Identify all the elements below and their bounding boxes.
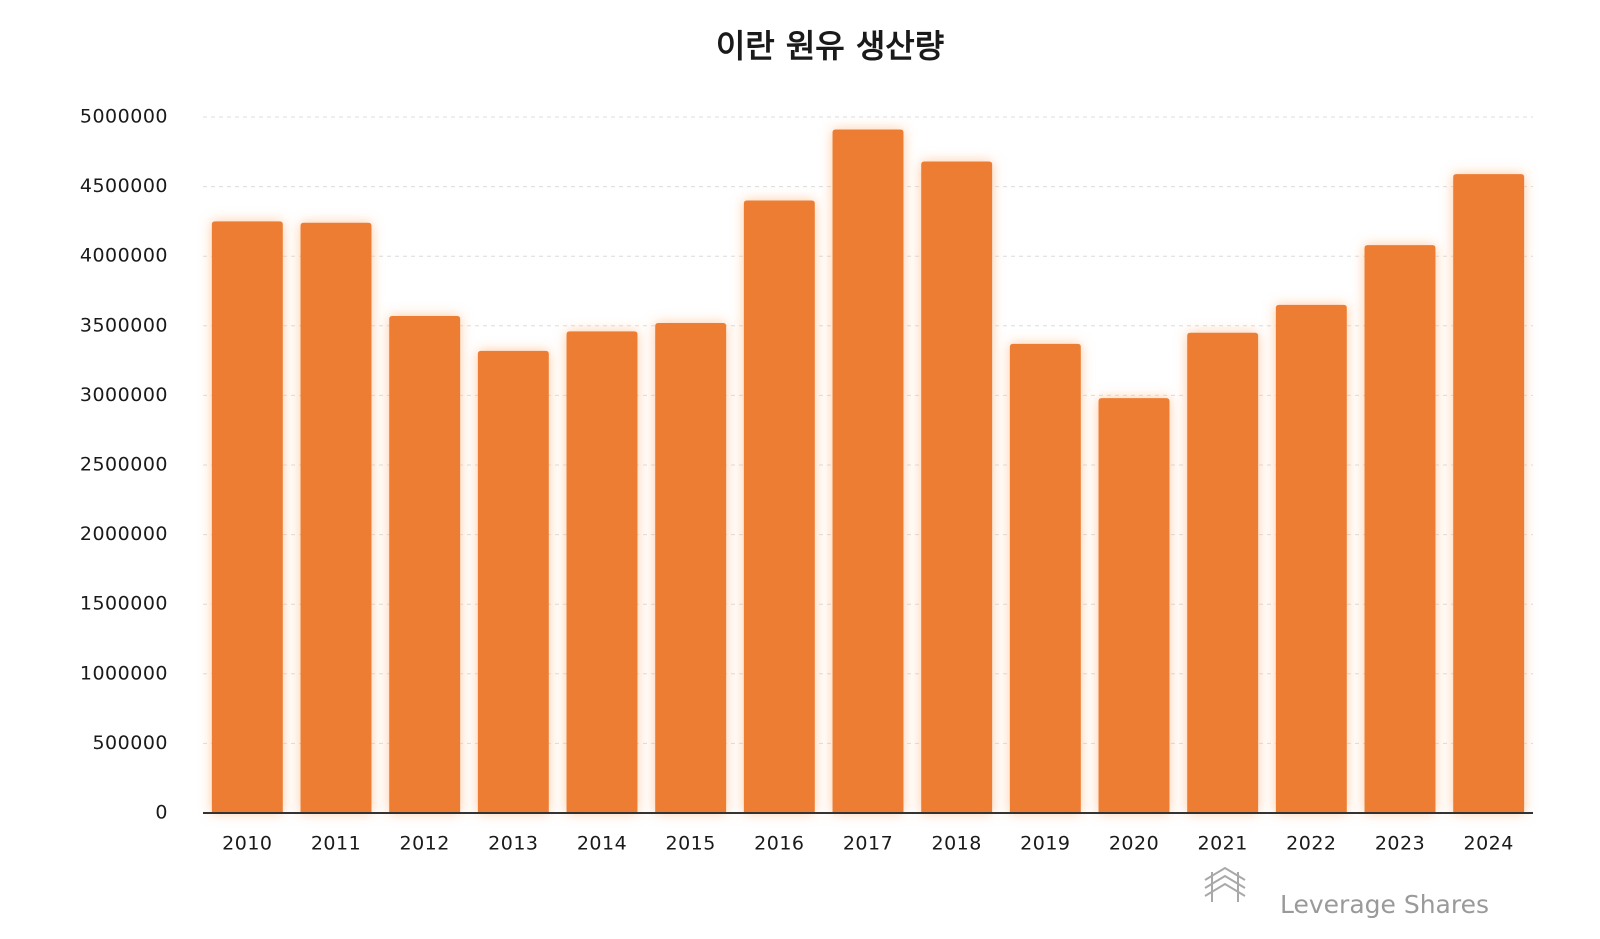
- y-tick-label: 1500000: [80, 593, 168, 615]
- bar: [743, 200, 815, 813]
- bar: [211, 221, 283, 813]
- x-tick-label: 2021: [1197, 833, 1247, 855]
- x-tick-label: 2023: [1375, 833, 1425, 855]
- chart-title: 이란 원유 생산량: [716, 27, 944, 65]
- x-tick-label: 2010: [222, 833, 272, 855]
- x-tick-label: 2022: [1286, 833, 1336, 855]
- bar: [477, 350, 549, 813]
- x-tick-label: 2017: [843, 833, 893, 855]
- x-tick-label: 2015: [665, 833, 715, 855]
- bar: [1453, 174, 1525, 813]
- bar: [1009, 343, 1081, 813]
- y-tick-label: 3500000: [80, 314, 168, 336]
- y-tick-label: 4000000: [80, 245, 168, 267]
- x-tick-label: 2020: [1109, 833, 1159, 855]
- x-tick-label: 2011: [311, 833, 361, 855]
- bar: [1098, 398, 1170, 813]
- x-tick-label: 2018: [931, 833, 981, 855]
- x-tick-label: 2012: [399, 833, 449, 855]
- x-tick-label: 2013: [488, 833, 538, 855]
- x-tick-label: 2016: [754, 833, 804, 855]
- bar: [1364, 245, 1436, 814]
- y-tick-label: 3000000: [80, 384, 168, 406]
- watermark-logo: [1204, 866, 1246, 902]
- y-tick-label: 4500000: [80, 175, 168, 197]
- y-tick-label: 1000000: [80, 662, 168, 684]
- y-tick-label: 500000: [92, 732, 168, 754]
- bar: [1187, 332, 1259, 813]
- bar: [300, 222, 372, 814]
- bar: [1275, 304, 1347, 813]
- y-tick-label: 2500000: [80, 454, 168, 476]
- bar: [566, 331, 638, 813]
- watermark: Leverage Shares: [1280, 890, 1489, 919]
- bar: [921, 161, 993, 813]
- bar: [832, 129, 904, 813]
- x-tick-label: 2014: [577, 833, 627, 855]
- bar: [389, 316, 461, 813]
- bar: [655, 323, 727, 813]
- y-tick-label: 0: [155, 802, 168, 824]
- y-tick-label: 2000000: [80, 523, 168, 545]
- x-tick-label: 2019: [1020, 833, 1070, 855]
- x-tick-label: 2024: [1463, 833, 1513, 855]
- y-tick-label: 5000000: [80, 106, 168, 128]
